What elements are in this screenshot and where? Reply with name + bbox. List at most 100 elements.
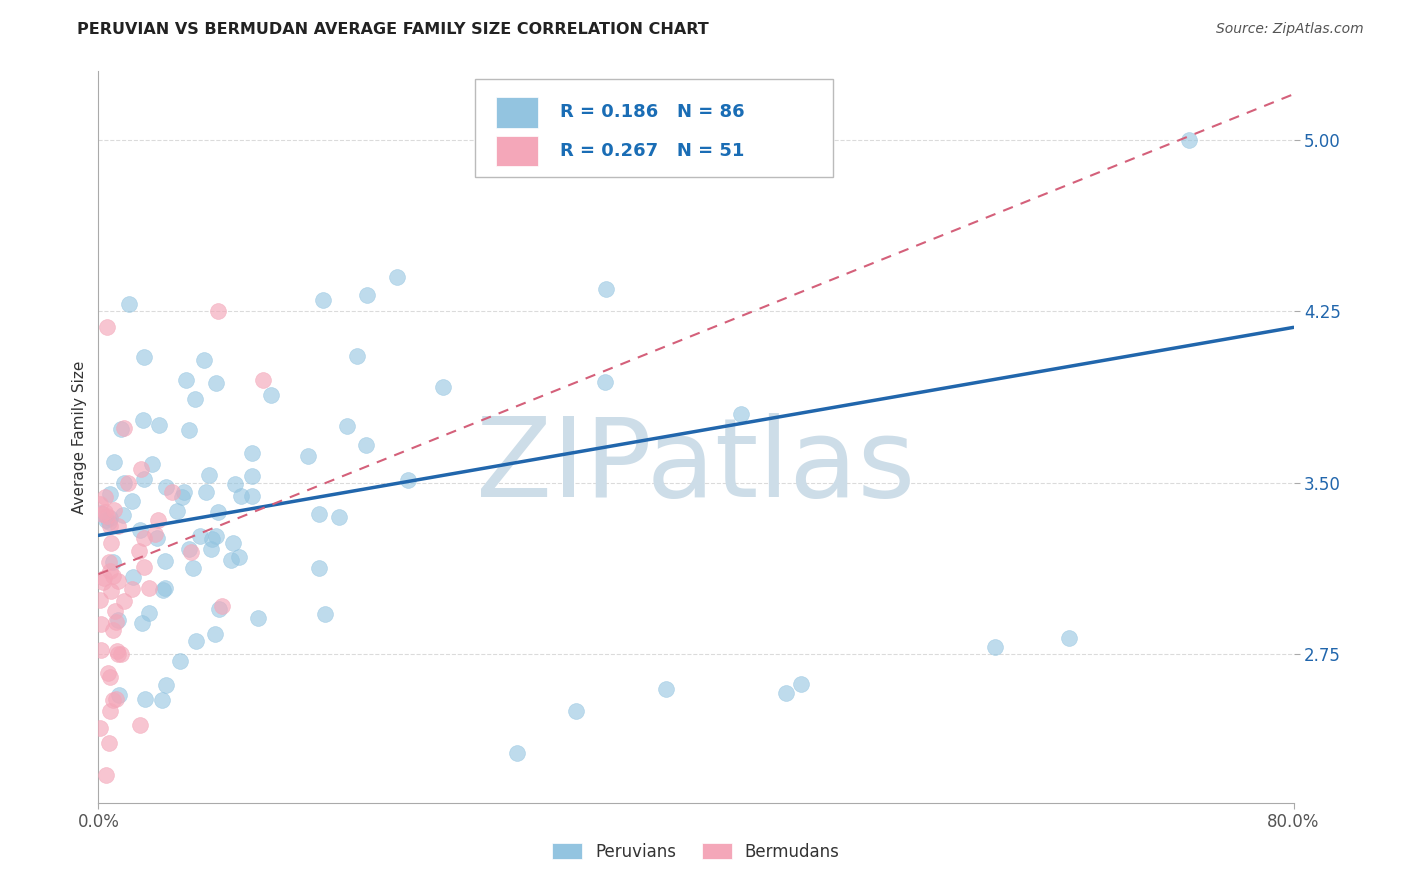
Point [207,505,229,519]
Point [240,446,263,460]
Point [260,388,283,402]
Point [153,581,176,595]
Point [205,529,228,543]
Point [1059,632,1081,646]
Point [132,350,155,364]
Point [91,507,114,521]
Point [94,490,117,504]
Point [94,768,117,782]
Point [188,529,211,543]
Text: Source: ZipAtlas.com: Source: ZipAtlas.com [1216,22,1364,37]
Point [170,490,193,504]
Point [146,531,169,545]
Point [789,677,811,691]
Point [103,569,125,583]
Point [311,293,333,307]
Point [112,594,135,608]
Point [148,417,170,432]
Point [96,508,118,523]
Point [128,544,150,558]
Point [336,419,359,434]
Point [110,647,132,661]
Point [105,692,128,706]
Point [117,475,139,490]
Point [89,593,111,607]
Point [112,420,135,434]
Point [328,510,350,524]
Point [184,392,207,406]
Point [242,468,264,483]
Point [132,531,155,545]
Point [118,297,141,311]
Text: PERUVIAN VS BERMUDAN AVERAGE FAMILY SIZE CORRELATION CHART: PERUVIAN VS BERMUDAN AVERAGE FAMILY SIZE… [77,22,709,37]
Point [107,574,129,588]
Legend: Peruvians, Bermudans: Peruvians, Bermudans [546,837,846,868]
Point [90,643,112,657]
Point [506,746,529,760]
Point [396,473,419,487]
Point [211,599,233,614]
Point [134,559,156,574]
Point [90,617,112,632]
Point [179,423,201,437]
Point [89,497,111,511]
Point [224,476,246,491]
Point [132,412,155,426]
Point [198,467,221,482]
Point [108,688,131,702]
Point [204,627,226,641]
Point [595,281,617,295]
Point [162,485,184,500]
Point [112,475,135,490]
Point [103,455,125,469]
Point [146,513,169,527]
Point [100,486,122,500]
Point [166,504,188,518]
Point [121,582,143,596]
Point [356,288,378,302]
Point [314,607,336,622]
Point [110,422,132,436]
Point [105,615,128,630]
Point [91,575,114,590]
Point [143,527,166,541]
Point [107,614,129,628]
Point [153,554,176,568]
Point [308,561,330,575]
Point [98,564,121,578]
Point [180,545,202,559]
Point [775,686,797,700]
Point [107,647,129,661]
Point [219,553,242,567]
Point [103,693,125,707]
Point [101,623,124,637]
Point [174,373,197,387]
Point [240,489,263,503]
Point [228,549,250,564]
Point [100,584,122,599]
Point [208,601,231,615]
Point [432,380,454,394]
Point [111,508,134,523]
Point [169,654,191,668]
Point [984,640,1007,655]
Point [177,541,200,556]
FancyBboxPatch shape [496,136,538,167]
Point [93,505,115,519]
Point [97,515,120,529]
Point [730,407,752,421]
Point [122,570,145,584]
Text: R = 0.267   N = 51: R = 0.267 N = 51 [560,142,744,160]
Point [155,480,177,494]
Point [221,535,243,549]
Text: ZIPatlas: ZIPatlas [477,413,915,520]
Point [565,705,588,719]
Point [97,555,120,569]
Point [89,721,111,735]
Point [173,485,195,500]
FancyBboxPatch shape [496,97,538,128]
Point [129,523,152,537]
Point [655,681,678,696]
Point [141,457,163,471]
Point [103,502,125,516]
